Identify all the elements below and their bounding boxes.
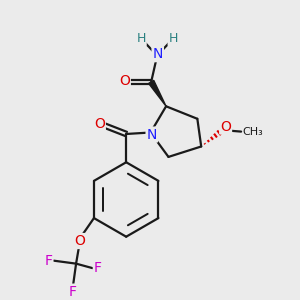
Text: H: H	[169, 32, 178, 45]
Text: O: O	[74, 234, 86, 248]
Text: H: H	[136, 32, 146, 45]
Text: O: O	[94, 117, 105, 131]
Text: CH₃: CH₃	[243, 127, 263, 136]
Text: N: N	[153, 47, 163, 61]
Text: F: F	[44, 254, 52, 268]
Text: N: N	[147, 128, 157, 142]
Polygon shape	[148, 80, 166, 106]
Text: O: O	[119, 74, 130, 88]
Text: F: F	[94, 261, 102, 275]
Text: F: F	[69, 285, 77, 298]
Text: O: O	[220, 119, 231, 134]
